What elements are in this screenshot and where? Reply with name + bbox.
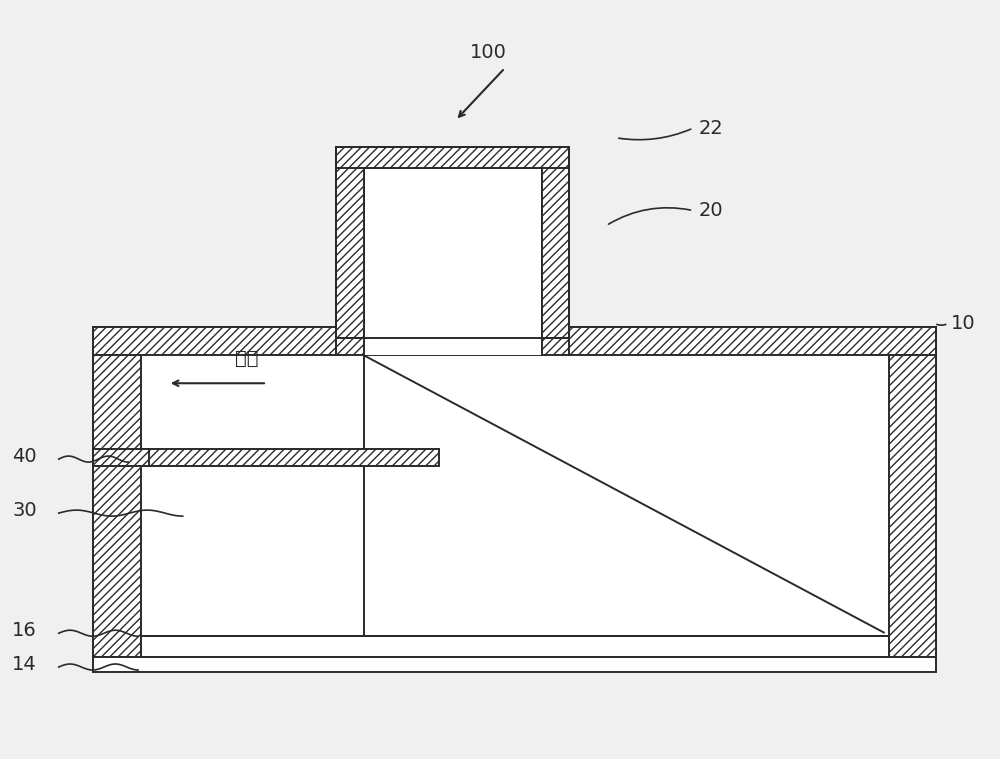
Bar bbox=[889, 327, 936, 657]
Bar bbox=[364, 327, 542, 355]
Text: 22: 22 bbox=[698, 118, 723, 137]
Bar bbox=[364, 168, 542, 339]
Bar bbox=[141, 355, 889, 636]
Bar bbox=[141, 449, 439, 466]
Text: 40: 40 bbox=[12, 447, 37, 466]
Bar bbox=[336, 146, 569, 339]
Bar bbox=[93, 449, 149, 466]
Bar bbox=[93, 657, 936, 672]
Text: 30: 30 bbox=[12, 502, 37, 521]
Text: 100: 100 bbox=[470, 43, 507, 62]
Bar bbox=[93, 327, 141, 657]
Text: 20: 20 bbox=[698, 201, 723, 220]
Bar bbox=[93, 327, 936, 355]
Text: 10: 10 bbox=[951, 313, 976, 332]
Bar bbox=[336, 146, 569, 339]
Text: 移动: 移动 bbox=[235, 349, 259, 368]
Text: 14: 14 bbox=[12, 655, 37, 674]
Bar bbox=[93, 327, 936, 657]
Bar bbox=[336, 146, 569, 168]
Bar bbox=[542, 146, 569, 339]
Text: 16: 16 bbox=[12, 622, 37, 641]
Bar bbox=[93, 327, 936, 657]
Bar bbox=[141, 636, 889, 657]
Bar bbox=[336, 146, 364, 339]
